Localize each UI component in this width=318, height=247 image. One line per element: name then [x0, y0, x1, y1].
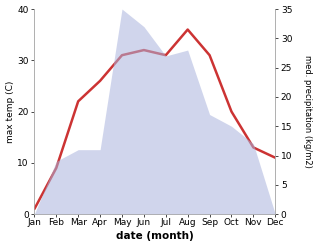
Y-axis label: max temp (C): max temp (C): [5, 80, 15, 143]
X-axis label: date (month): date (month): [116, 231, 194, 242]
Y-axis label: med. precipitation (kg/m2): med. precipitation (kg/m2): [303, 55, 313, 168]
